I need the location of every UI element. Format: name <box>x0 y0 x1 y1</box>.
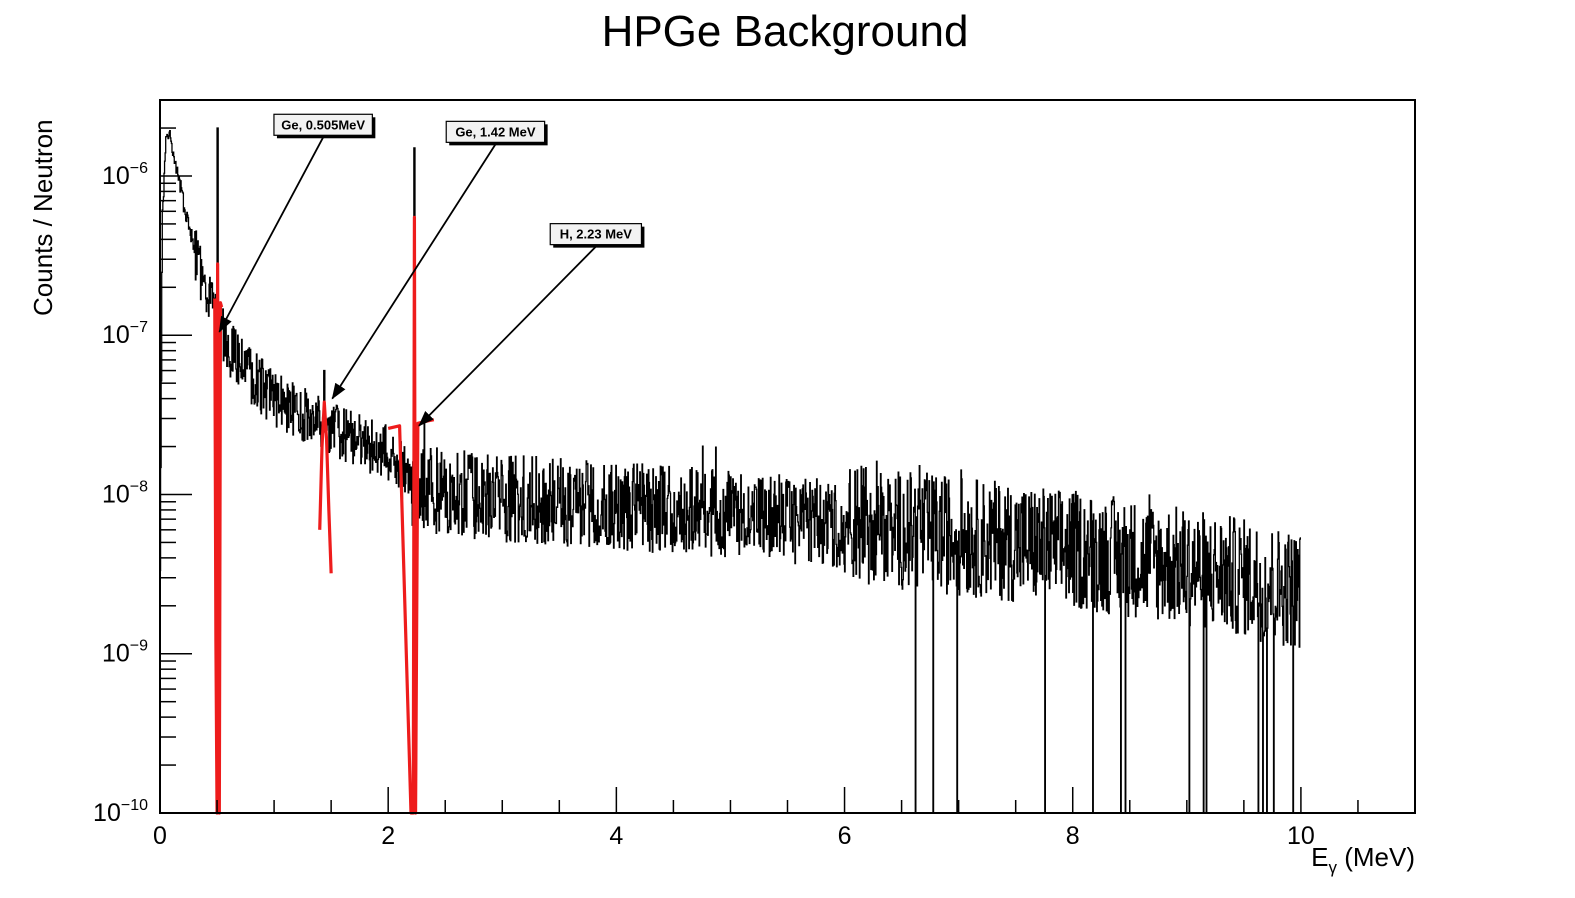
y-tick-label: 10−6 <box>102 160 148 190</box>
annotation-label: H, 2.23 MeV <box>560 227 633 242</box>
annotation-label: Ge, 1.42 MeV <box>455 124 536 139</box>
x-tick-label: 8 <box>1066 822 1080 850</box>
y-tick-label: 10−8 <box>102 478 148 508</box>
axes: 0 2 4 6 8 10 10−10 10−9 10−8 10−7 10−6 <box>93 99 1416 850</box>
annotation-box <box>445 120 546 143</box>
fit-curve-1 <box>318 400 333 574</box>
y-axis-label: Counts / Neutron <box>28 119 58 316</box>
x-axis-label-main: E <box>1311 842 1328 872</box>
x-axis-label: Eγ (MeV) <box>1311 842 1415 877</box>
x-tick-label: 0 <box>153 822 167 850</box>
y-tick-label: 10−7 <box>102 319 148 349</box>
chart-title: HPGe Background <box>602 7 969 56</box>
x-axis-label-subscript: γ <box>1329 858 1338 877</box>
x-tick-label: 4 <box>609 822 623 850</box>
annotations: Ge, 0.505MeV Ge, 1.42 MeV H, 2.23 MeV <box>218 113 645 427</box>
y-tick-label: 10−10 <box>93 797 148 827</box>
y-tick-label: 10−9 <box>102 638 148 668</box>
x-tick-label: 10 <box>1287 822 1315 850</box>
x-tick-label: 6 <box>838 822 852 850</box>
annotation-box <box>273 113 373 136</box>
annotation-label: Ge, 0.505MeV <box>281 117 365 132</box>
annotation-arrow <box>418 246 597 427</box>
annotation-box <box>549 223 643 246</box>
spectrum-series-0 <box>159 127 1301 814</box>
annotation-arrow <box>218 136 324 333</box>
x-axis-label-unit: (MeV) <box>1337 842 1415 872</box>
fit-curve-0 <box>213 262 224 815</box>
annotation-arrow <box>331 143 497 400</box>
x-tick-label: 2 <box>381 822 395 850</box>
